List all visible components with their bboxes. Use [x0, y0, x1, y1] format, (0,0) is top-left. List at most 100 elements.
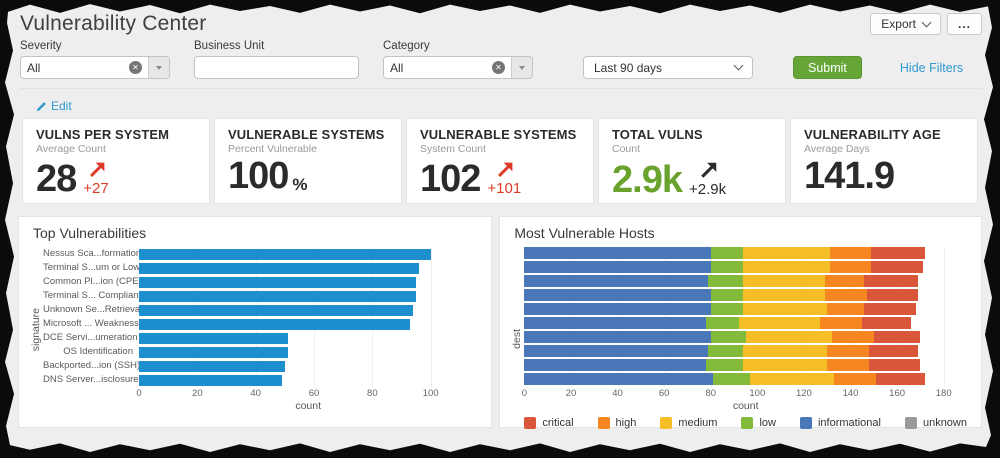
bar-segment-informational[interactable]: [524, 275, 709, 287]
bar-segment-high[interactable]: [834, 373, 877, 385]
submit-button[interactable]: Submit: [793, 56, 862, 79]
bar-segment-medium[interactable]: [743, 275, 825, 287]
business-unit-input[interactable]: [194, 56, 359, 79]
bar-segment-high[interactable]: [827, 303, 865, 315]
bar[interactable]: [139, 262, 420, 274]
bar-segment-low[interactable]: [710, 247, 744, 259]
bar-segment-medium[interactable]: [743, 247, 830, 259]
stacked-bar[interactable]: [524, 261, 967, 273]
bar-segment-medium[interactable]: [743, 261, 830, 273]
category-field[interactable]: All ✕: [384, 57, 512, 78]
bar-segment-medium[interactable]: [743, 345, 828, 357]
bar-segment-critical[interactable]: [873, 331, 921, 343]
legend-item-low[interactable]: low: [741, 416, 776, 429]
severity-field[interactable]: All ✕: [21, 57, 149, 78]
bar-segment-low[interactable]: [706, 317, 739, 329]
bar[interactable]: [139, 360, 285, 372]
clear-icon[interactable]: ✕: [129, 61, 142, 74]
stacked-bar[interactable]: [524, 247, 967, 259]
bar-segment-high[interactable]: [827, 345, 870, 357]
kpi-total-vulns[interactable]: TOTAL VULNS Count 2.9k +2.9k: [598, 118, 786, 204]
bar-segment-informational[interactable]: [524, 331, 711, 343]
bar[interactable]: [139, 304, 414, 316]
stacked-bar[interactable]: [524, 317, 967, 329]
bar-segment-medium[interactable]: [743, 303, 828, 315]
kpi-vulns-per-system[interactable]: VULNS PER SYSTEM Average Count 28 +27: [22, 118, 210, 204]
stacked-bar[interactable]: [524, 359, 967, 371]
stacked-bar[interactable]: [524, 331, 967, 343]
bar-segment-low[interactable]: [710, 331, 746, 343]
category-caret-button[interactable]: [512, 57, 532, 78]
export-button[interactable]: Export: [870, 13, 941, 35]
bar-segment-high[interactable]: [829, 247, 872, 259]
bar-segment-low[interactable]: [710, 303, 744, 315]
bar-segment-informational[interactable]: [524, 317, 707, 329]
bar-row: [139, 317, 477, 331]
severity-combo[interactable]: All ✕: [20, 56, 170, 79]
legend-item-critical[interactable]: critical: [524, 416, 574, 429]
bar-segment-low[interactable]: [706, 359, 744, 371]
clear-icon[interactable]: ✕: [492, 61, 505, 74]
bar-segment-informational[interactable]: [524, 345, 709, 357]
bar-segment-medium[interactable]: [743, 289, 825, 301]
bar-segment-informational[interactable]: [524, 373, 714, 385]
bar-segment-critical[interactable]: [869, 359, 921, 371]
bar-segment-informational[interactable]: [524, 359, 707, 371]
bar[interactable]: [139, 248, 431, 260]
bar[interactable]: [139, 346, 288, 358]
stacked-bar[interactable]: [524, 289, 967, 301]
bar-segment-high[interactable]: [824, 289, 867, 301]
bar[interactable]: [139, 318, 411, 330]
kpi-vulnerability-age[interactable]: VULNERABILITY AGE Average Days 141.9: [790, 118, 978, 204]
bar-segment-high[interactable]: [829, 261, 872, 273]
bar-segment-critical[interactable]: [866, 289, 919, 301]
bar[interactable]: [139, 290, 417, 302]
category-combo[interactable]: All ✕: [383, 56, 533, 79]
legend-item-unknown[interactable]: unknown: [904, 416, 967, 429]
bar-segment-low[interactable]: [708, 345, 744, 357]
bar-segment-low[interactable]: [713, 373, 751, 385]
hide-filters-link[interactable]: Hide Filters: [899, 61, 964, 75]
bar-segment-medium[interactable]: [745, 331, 832, 343]
time-range-picker[interactable]: Last 90 days: [583, 56, 753, 79]
bar-segment-critical[interactable]: [864, 303, 916, 315]
bar-segment-critical[interactable]: [864, 275, 919, 287]
bar-segment-medium[interactable]: [750, 373, 835, 385]
kpi-title: TOTAL VULNS: [612, 127, 703, 142]
bar-segment-critical[interactable]: [876, 373, 926, 385]
bar-segment-critical[interactable]: [869, 345, 919, 357]
bar-segment-informational[interactable]: [524, 261, 711, 273]
bar-segment-high[interactable]: [827, 359, 870, 371]
edit-link[interactable]: Edit: [36, 99, 91, 113]
legend-item-informational[interactable]: informational: [799, 416, 881, 429]
bar-segment-critical[interactable]: [862, 317, 912, 329]
stacked-bar[interactable]: [524, 275, 967, 287]
bar[interactable]: [139, 276, 417, 288]
bar-segment-low[interactable]: [710, 289, 744, 301]
severity-caret-button[interactable]: [149, 57, 169, 78]
legend-item-medium[interactable]: medium: [660, 416, 717, 429]
header-actions: Export ...: [870, 13, 982, 35]
stacked-bar[interactable]: [524, 345, 967, 357]
business-unit-filter: Business Unit: [194, 40, 359, 79]
bar-segment-informational[interactable]: [524, 247, 711, 259]
bar-segment-medium[interactable]: [738, 317, 821, 329]
legend-item-high[interactable]: high: [597, 416, 636, 429]
bar-segment-low[interactable]: [710, 261, 744, 273]
bar-segment-medium[interactable]: [743, 359, 828, 371]
bar-segment-informational[interactable]: [524, 303, 711, 315]
bar-segment-critical[interactable]: [871, 247, 926, 259]
bar-segment-high[interactable]: [824, 275, 865, 287]
bar[interactable]: [139, 374, 282, 386]
bar-segment-informational[interactable]: [524, 289, 711, 301]
bar[interactable]: [139, 332, 288, 344]
stacked-bar[interactable]: [524, 303, 967, 315]
bar-segment-critical[interactable]: [871, 261, 923, 273]
more-options-button[interactable]: ...: [946, 13, 982, 35]
stacked-bar[interactable]: [524, 373, 967, 385]
kpi-vulnerable-systems-count[interactable]: VULNERABLE SYSTEMS System Count 102 +101: [406, 118, 594, 204]
bar-segment-low[interactable]: [708, 275, 744, 287]
bar-segment-high[interactable]: [831, 331, 874, 343]
bar-segment-high[interactable]: [820, 317, 863, 329]
kpi-vulnerable-systems-percent[interactable]: VULNERABLE SYSTEMS Percent Vulnerable 10…: [214, 118, 402, 204]
